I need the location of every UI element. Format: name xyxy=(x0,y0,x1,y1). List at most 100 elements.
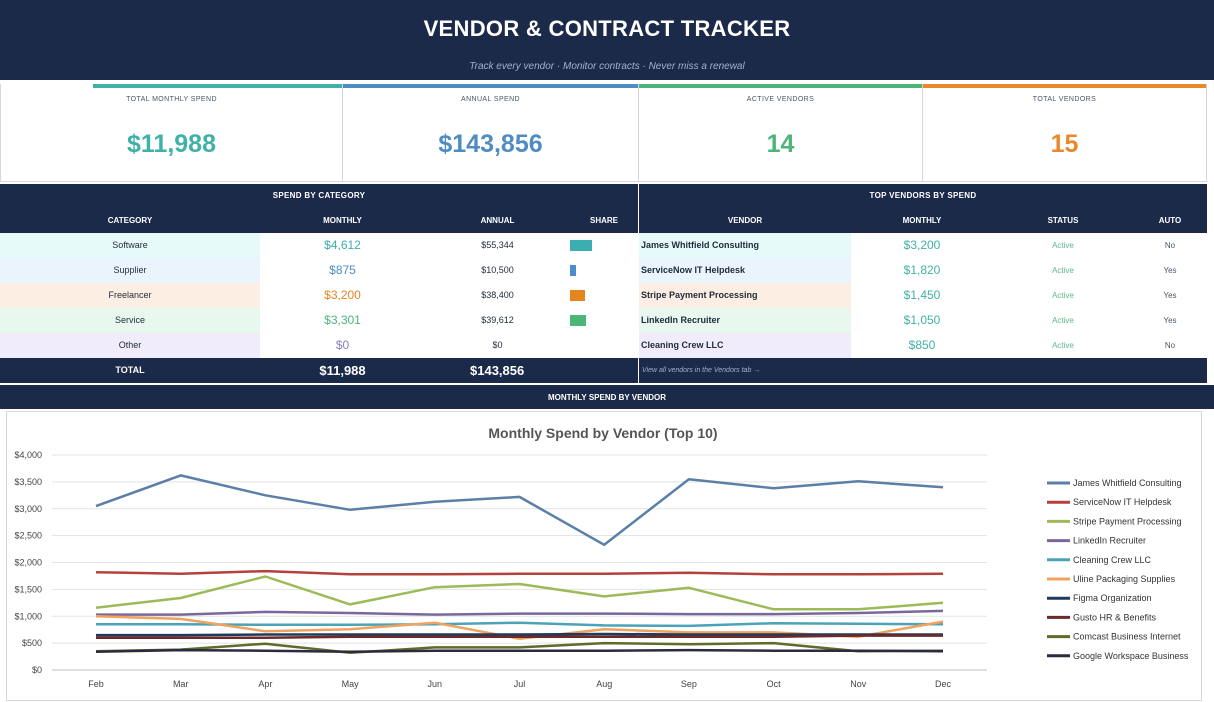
category-annual: $39,612 xyxy=(481,315,514,325)
series-line xyxy=(95,569,944,576)
total-annual: $143,856 xyxy=(470,363,525,378)
x-tick-label: Feb xyxy=(88,679,104,689)
series-line xyxy=(95,474,944,547)
row-shade xyxy=(0,308,260,333)
category-name: Software xyxy=(112,240,148,250)
category-monthly: $4,612 xyxy=(324,238,361,252)
series-line xyxy=(96,632,943,637)
row-shade xyxy=(639,333,851,358)
category-name: Supplier xyxy=(113,265,147,275)
y-tick-label: $2,000 xyxy=(14,558,42,568)
share-bar xyxy=(570,290,586,301)
top-vendors-heading: TOP VENDORS BY SPEND xyxy=(639,184,1207,208)
vendor-status: Active xyxy=(1052,291,1074,300)
category-total-row: TOTAL $11,988 $143,856 xyxy=(0,358,638,383)
x-tick-label: Jul xyxy=(514,679,526,689)
col-status: STATUS xyxy=(1047,216,1079,225)
share-bar xyxy=(570,315,586,326)
view-all-vendors-link[interactable]: View all vendors in the Vendors tab → xyxy=(642,367,761,374)
monthly-spend-heading: MONTHLY SPEND BY VENDOR xyxy=(0,385,1214,409)
share-bar xyxy=(570,240,592,251)
category-column-headers: CATEGORY MONTHLY ANNUAL SHARE xyxy=(0,208,638,233)
chart-series xyxy=(95,474,944,655)
series-line xyxy=(95,575,944,611)
legend-label: Gusto HR & Benefits xyxy=(1073,612,1157,622)
vendor-monthly: $1,050 xyxy=(903,313,941,327)
row-shade xyxy=(639,308,851,333)
x-tick-label: Jun xyxy=(428,679,443,689)
vendor-auto: No xyxy=(1164,241,1176,250)
chart-grid xyxy=(52,454,987,671)
col-auto: AUTO xyxy=(1158,216,1182,225)
kpi-label: ACTIVE VENDORS xyxy=(746,96,815,103)
kpi-row: TOTAL MONTHLY SPEND $11,988 ANNUAL SPEND… xyxy=(0,84,1214,182)
chart-title: Monthly Spend by Vendor (Top 10) xyxy=(488,425,717,441)
kpi-label: TOTAL VENDORS xyxy=(1032,96,1097,103)
series-line xyxy=(96,609,944,616)
row-shade xyxy=(0,258,260,283)
chart-container: Monthly Spend by Vendor (Top 10) $0 $500 $… xyxy=(6,411,1202,701)
col-vendor: VENDOR xyxy=(727,216,763,225)
category-annual: $55,344 xyxy=(481,240,514,250)
row-shade xyxy=(0,333,260,358)
x-tick-label: Mar xyxy=(173,679,189,689)
category-row: Service $3,301 $39,612 xyxy=(0,308,638,333)
vendor-row[interactable]: James Whitfield Consulting $3,200 Active No xyxy=(639,233,1207,258)
col-category: CATEGORY xyxy=(107,216,153,225)
kpi-annual-spend: ANNUAL SPEND $143,856 xyxy=(343,84,639,182)
vendor-monthly: $850 xyxy=(908,338,936,352)
category-row: Software $4,612 $55,344 xyxy=(0,233,638,258)
col-annual: ANNUAL xyxy=(480,216,515,225)
x-tick-label: Dec xyxy=(935,679,952,689)
vendor-auto: Yes xyxy=(1163,266,1177,275)
series-line xyxy=(96,621,944,628)
row-shade xyxy=(639,233,851,258)
category-name: Service xyxy=(114,315,145,325)
x-tick-label: May xyxy=(342,679,360,689)
vendor-name: LinkedIn Recruiter xyxy=(641,315,721,325)
series-line xyxy=(95,641,944,655)
col-monthly: MONTHLY xyxy=(323,216,362,225)
vendor-auto: No xyxy=(1164,341,1176,350)
y-tick-label: $2,500 xyxy=(14,531,42,541)
vendor-monthly: $1,450 xyxy=(903,288,941,302)
vendor-row[interactable]: Stripe Payment Processing $1,450 Active Yes xyxy=(639,283,1207,308)
vendor-status: Active xyxy=(1052,241,1074,250)
x-tick-label: Apr xyxy=(258,679,272,689)
kpi-accent-bar xyxy=(343,84,638,88)
kpi-accent-bar xyxy=(639,84,922,88)
y-tick-label: $1,000 xyxy=(14,611,42,621)
total-monthly: $11,988 xyxy=(319,363,366,378)
legend-label: Uline Packaging Supplies xyxy=(1073,574,1176,584)
kpi-value: $143,856 xyxy=(438,130,543,158)
y-tick-label: $1,500 xyxy=(14,584,42,594)
total-label: TOTAL xyxy=(115,365,145,375)
category-monthly: $3,200 xyxy=(324,288,361,302)
vendor-name: Cleaning Crew LLC xyxy=(641,340,724,350)
legend-label: James Whitfield Consulting xyxy=(1073,478,1182,488)
vendor-name: ServiceNow IT Helpdesk xyxy=(641,265,746,275)
row-shade xyxy=(639,283,851,308)
vendor-status: Active xyxy=(1052,316,1074,325)
vendor-row[interactable]: ServiceNow IT Helpdesk $1,820 Active Yes xyxy=(639,258,1207,283)
y-tick-label: $3,000 xyxy=(14,504,42,514)
category-monthly: $3,301 xyxy=(324,313,361,327)
chart-axes: $0 $500 $1,000 $1,500 $2,000 $2,500 $3,000 $3,5… xyxy=(14,450,951,689)
vendor-name: Stripe Payment Processing xyxy=(641,290,758,300)
x-tick-label: Aug xyxy=(596,679,612,689)
y-tick-label: $4,000 xyxy=(14,450,42,460)
category-annual: $38,400 xyxy=(481,290,514,300)
vendor-footer-row: View all vendors in the Vendors tab → xyxy=(639,358,1207,383)
legend-label: ServiceNow IT Helpdesk xyxy=(1073,497,1172,507)
vendor-row[interactable]: Cleaning Crew LLC $850 Active No xyxy=(639,333,1207,358)
vendor-column-headers: VENDOR MONTHLY STATUS AUTO xyxy=(639,208,1207,233)
y-tick-label: $0 xyxy=(32,665,42,675)
vendor-row[interactable]: LinkedIn Recruiter $1,050 Active Yes xyxy=(639,308,1207,333)
kpi-label: ANNUAL SPEND xyxy=(461,96,520,103)
share-bar xyxy=(570,265,576,276)
page-title: VENDOR & CONTRACT TRACKER xyxy=(423,16,791,41)
series-line xyxy=(95,648,944,653)
kpi-value: $11,988 xyxy=(127,130,216,158)
category-row: Other $0 $0 xyxy=(0,333,638,358)
vendor-auto: Yes xyxy=(1163,291,1177,300)
